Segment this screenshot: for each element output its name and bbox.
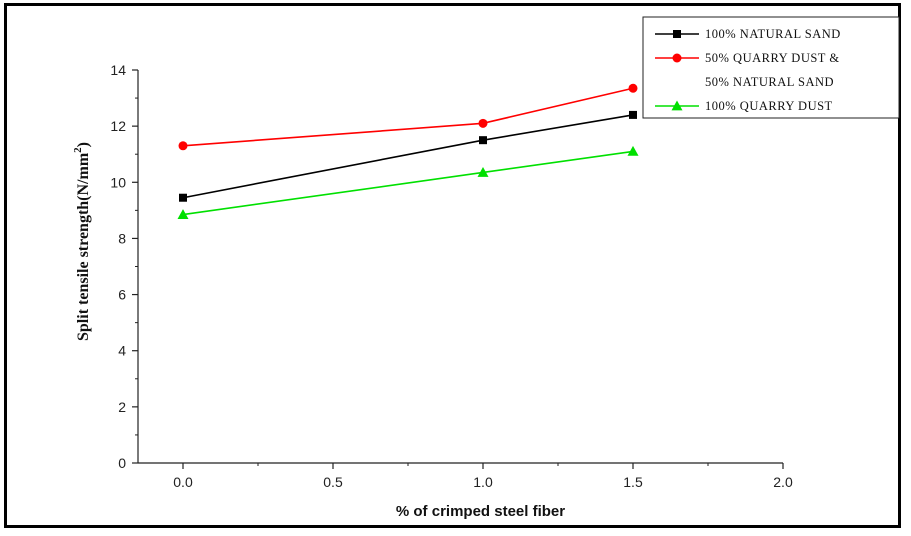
series-3	[177, 145, 639, 219]
legend-label: 50% NATURAL SAND	[705, 75, 834, 89]
y-axis-title-main: Split tensile strength(N/mm	[75, 152, 92, 341]
y-tick-label: 6	[118, 287, 126, 303]
series-2	[178, 83, 638, 151]
y-tick-label: 10	[110, 174, 126, 190]
series-line	[182, 114, 634, 199]
x-tick-label: 0.5	[323, 474, 343, 490]
y-tick-label: 14	[110, 62, 126, 78]
data-point	[673, 30, 681, 38]
y-axis-title-superscript: 2	[72, 147, 84, 153]
legend-label: 50% QUARRY DUST &	[705, 51, 840, 65]
legend-entry-3: 100% QUARRY DUST	[655, 99, 833, 113]
y-tick-label: 8	[118, 230, 126, 246]
data-point	[671, 100, 683, 111]
y-tick-label: 2	[118, 399, 126, 415]
data-point	[672, 53, 682, 63]
legend-entry-1: 100% NATURAL SAND	[655, 27, 841, 41]
y-axis-title: Split tensile strength(N/mm2)	[72, 142, 92, 341]
data-point	[477, 166, 489, 177]
data-point	[178, 141, 188, 151]
x-tick-label: 1.5	[623, 474, 643, 490]
legend-label: 100% NATURAL SAND	[705, 27, 841, 41]
series-1	[179, 110, 637, 202]
y-axis-title-close: )	[75, 142, 92, 147]
legend-entry-2: 50% QUARRY DUST & 50% NATURAL SAND	[655, 51, 840, 89]
y-tick-label: 0	[118, 455, 126, 471]
data-point	[629, 110, 637, 119]
data-point	[179, 193, 187, 202]
data-point	[628, 83, 638, 93]
x-tick-label: 2.0	[773, 474, 793, 490]
data-point	[479, 136, 487, 145]
x-tick-label: 1.0	[473, 474, 493, 490]
data-point	[177, 209, 189, 219]
data-point	[478, 118, 488, 128]
data-point	[627, 145, 639, 156]
x-tick-label: 0.0	[173, 474, 193, 490]
series-line	[182, 150, 634, 216]
legend-label: 100% QUARRY DUST	[705, 99, 833, 113]
y-tick-label: 4	[118, 343, 126, 359]
series-layer	[177, 83, 639, 219]
series-line	[182, 87, 634, 147]
axes: 0 2 4 6 8 10 12 14 0.0 0.5 1.0 1.5 2.0	[110, 62, 793, 490]
legend: 100% NATURAL SAND 50% QUARRY DUST & 50% NA…	[642, 16, 900, 119]
y-tick-label: 12	[110, 118, 126, 134]
x-axis-title: % of crimped steel fiber	[396, 503, 565, 520]
